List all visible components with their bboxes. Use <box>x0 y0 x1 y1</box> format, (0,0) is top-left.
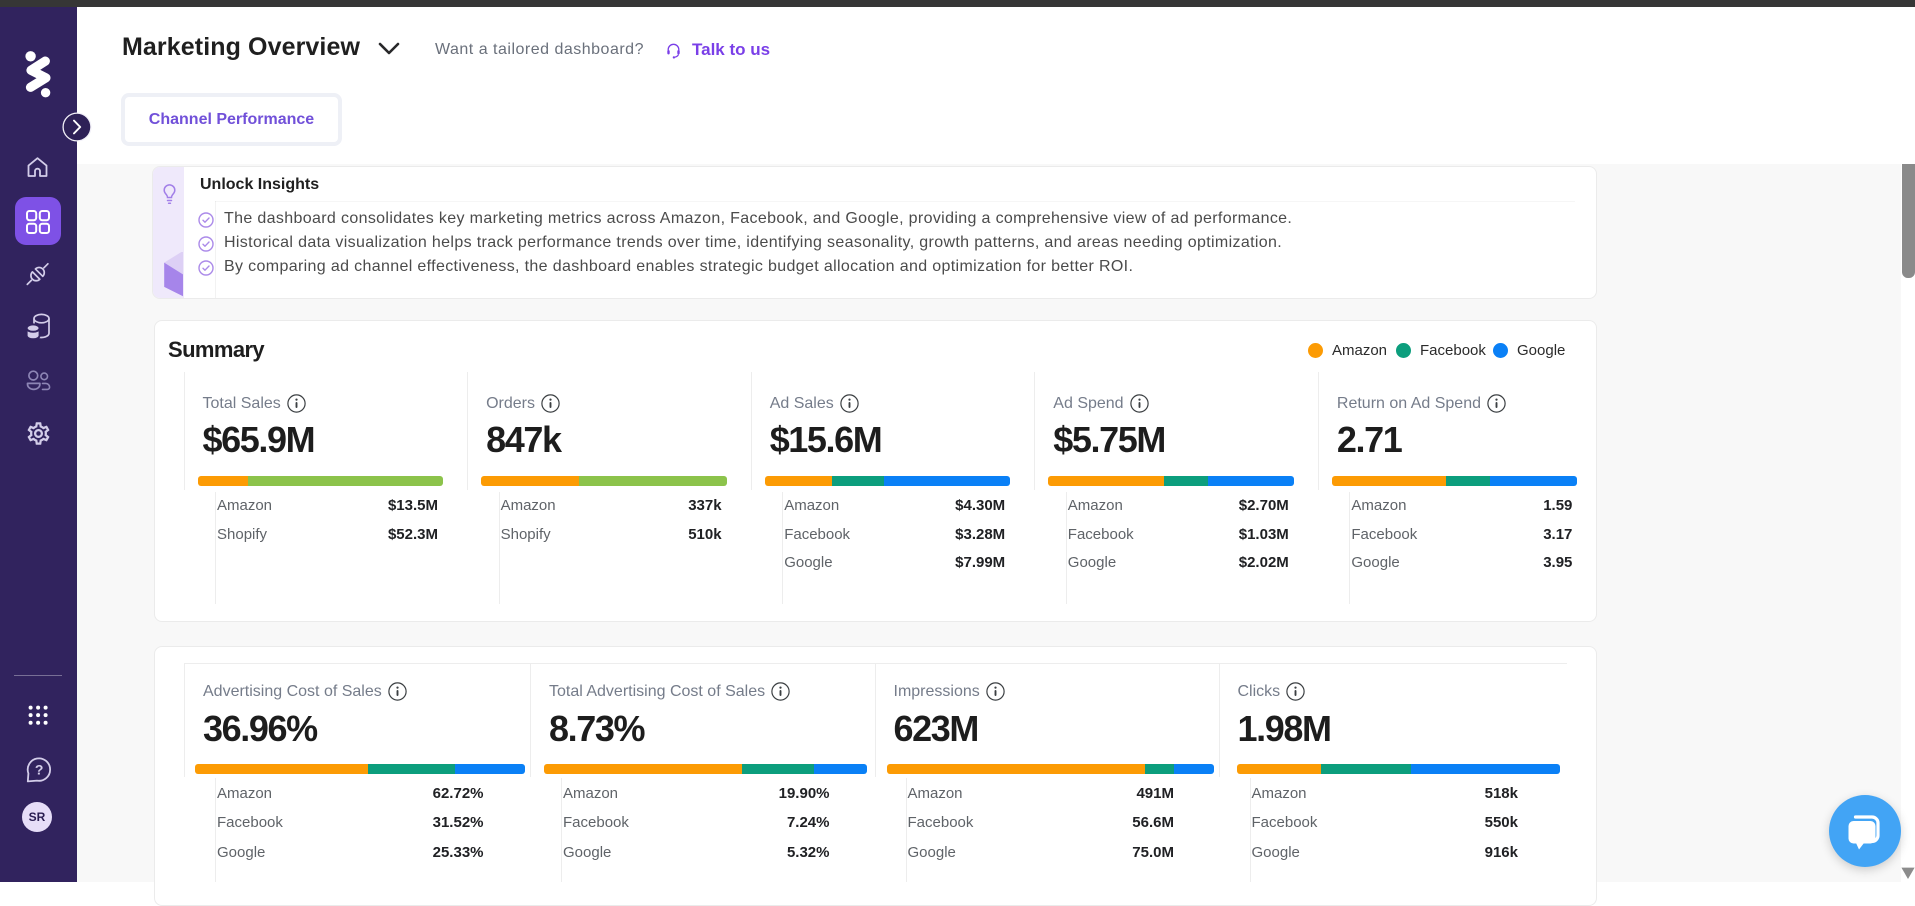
svg-text:?: ? <box>35 761 44 777</box>
